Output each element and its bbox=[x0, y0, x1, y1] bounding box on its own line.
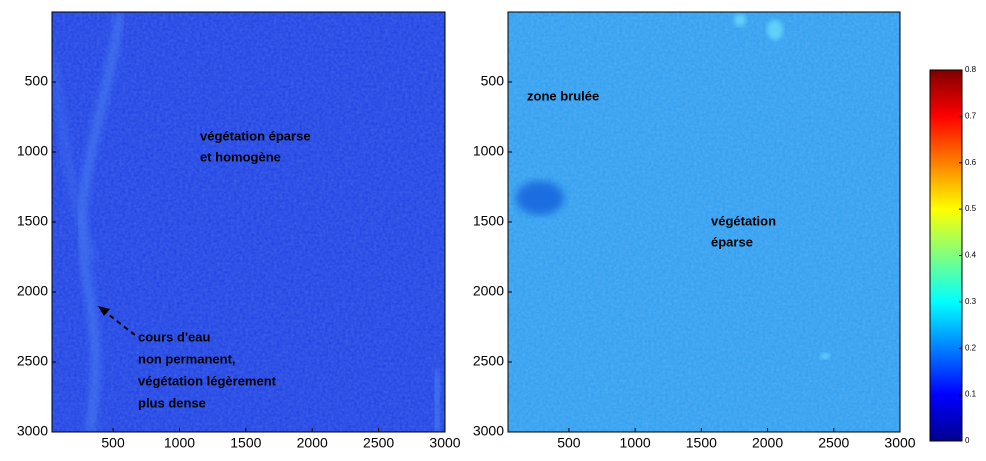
colorbar-tick-label: 0.2 bbox=[965, 343, 977, 352]
x-tick-label: 1000 bbox=[164, 435, 195, 451]
colorbar-tick-label: 0.8 bbox=[965, 65, 977, 74]
left-image bbox=[52, 12, 445, 432]
colorbar-tick-label: 0.4 bbox=[965, 251, 977, 260]
annotation: non permanent, bbox=[138, 351, 236, 366]
x-tick-label: 500 bbox=[101, 435, 125, 451]
colorbar-tick-label: 0.1 bbox=[965, 390, 977, 399]
y-tick-label: 500 bbox=[481, 73, 505, 89]
annotation: éparse bbox=[711, 234, 753, 249]
y-tick-label: 3000 bbox=[473, 423, 504, 439]
y-tick-label: 1000 bbox=[17, 143, 48, 159]
x-tick-label: 2000 bbox=[752, 435, 783, 451]
arrow-head bbox=[98, 306, 110, 316]
y-tick-label: 1500 bbox=[17, 213, 48, 229]
y-tick-label: 1500 bbox=[473, 213, 504, 229]
y-tick-label: 1000 bbox=[473, 143, 504, 159]
x-tick-label: 500 bbox=[557, 435, 581, 451]
x-tick-label: 3000 bbox=[429, 435, 460, 451]
y-tick-label: 2000 bbox=[17, 283, 48, 299]
right-image bbox=[508, 12, 900, 432]
colorbar-tick-label: 0.6 bbox=[965, 158, 977, 167]
x-tick-label: 1500 bbox=[230, 435, 261, 451]
colorbar-tick-label: 0.5 bbox=[965, 204, 977, 213]
colorbar bbox=[929, 69, 963, 442]
x-tick-label: 2500 bbox=[818, 435, 849, 451]
x-tick-label: 2500 bbox=[363, 435, 394, 451]
y-tick-label: 2000 bbox=[473, 283, 504, 299]
colorbar-tick-label: 0.7 bbox=[965, 111, 977, 120]
colorbar-tick-label: 0.3 bbox=[965, 297, 977, 306]
annotation: zone brulée bbox=[527, 88, 599, 103]
arrow bbox=[103, 310, 136, 336]
annotation: plus dense bbox=[138, 395, 206, 410]
x-tick-label: 1000 bbox=[620, 435, 651, 451]
x-tick-label: 1500 bbox=[686, 435, 717, 451]
y-tick-label: 3000 bbox=[17, 423, 48, 439]
y-tick-label: 2500 bbox=[473, 353, 504, 369]
y-tick-label: 500 bbox=[25, 73, 49, 89]
annotation: végétation légèrement bbox=[138, 373, 277, 388]
x-tick-label: 3000 bbox=[884, 435, 915, 451]
annotation: cours d'eau bbox=[138, 329, 211, 344]
x-tick-label: 2000 bbox=[297, 435, 328, 451]
colorbar-tick-label: 0 bbox=[965, 436, 970, 445]
y-tick-label: 2500 bbox=[17, 353, 48, 369]
annotation: et homogène bbox=[200, 149, 281, 164]
annotation: végétation bbox=[711, 213, 776, 228]
annotation: végétation éparse bbox=[200, 128, 311, 143]
